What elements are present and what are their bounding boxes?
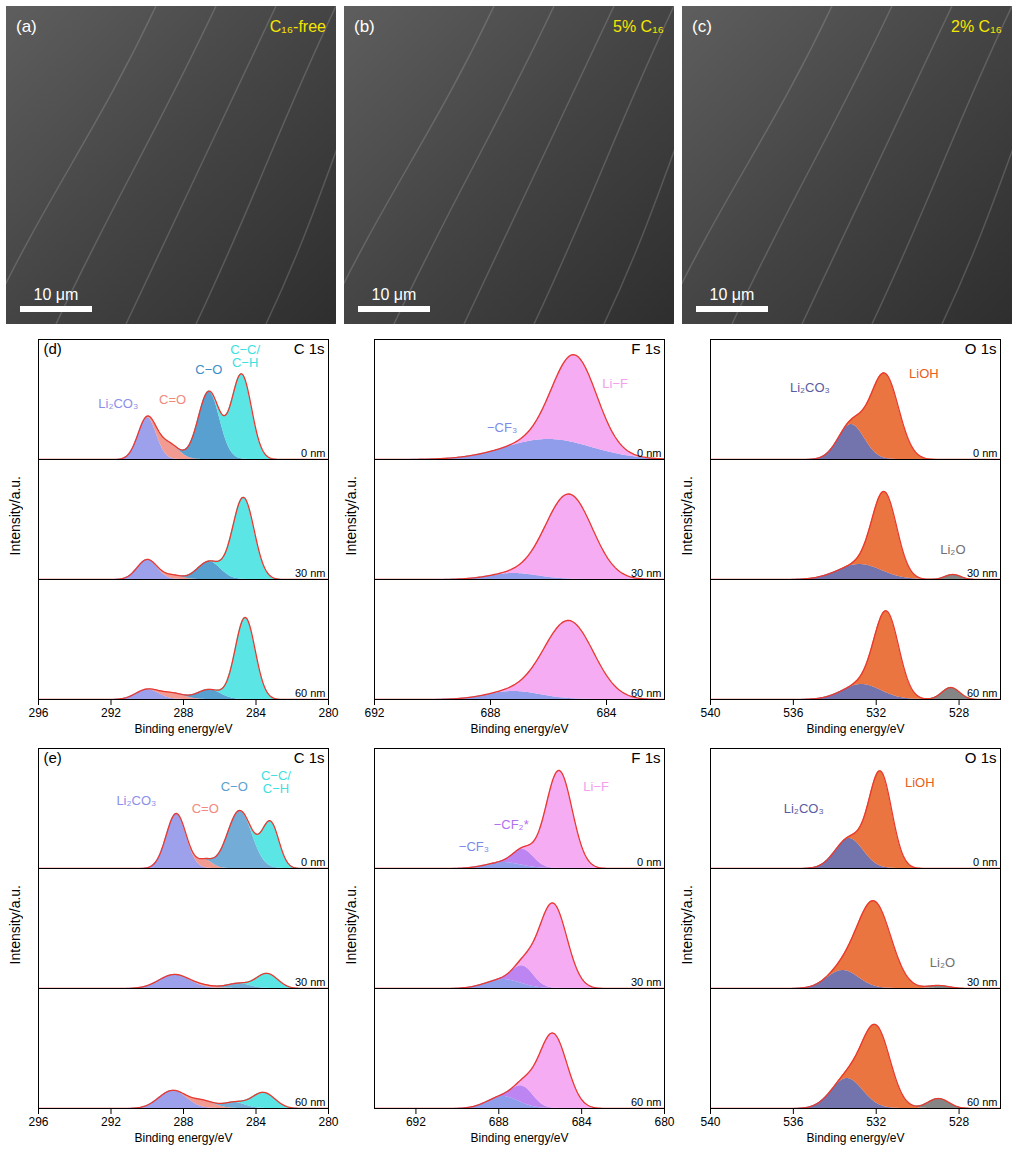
svg-text:C 1s: C 1s (294, 749, 325, 766)
svg-text:688: 688 (480, 706, 500, 720)
svg-text:528: 528 (949, 1115, 969, 1129)
svg-text:LiOH: LiOH (905, 775, 935, 790)
html-text:Intensity/a.u.: Intensity/a.u. (679, 884, 695, 965)
html-text:Intensity/a.u.: Intensity/a.u. (7, 475, 23, 556)
svg-text:30 nm: 30 nm (295, 567, 326, 579)
html-text:Intensity/a.u.: Intensity/a.u. (7, 884, 23, 965)
html-text:Intensity/a.u.: Intensity/a.u. (343, 884, 359, 965)
svg-text:692: 692 (364, 706, 384, 720)
svg-text:292: 292 (101, 1115, 121, 1129)
svg-text:536: 536 (783, 706, 803, 720)
svg-text:F 1s: F 1s (631, 340, 660, 357)
svg-text:692: 692 (406, 1115, 426, 1129)
svg-text:30 nm: 30 nm (631, 567, 662, 579)
svg-text:C 1s: C 1s (294, 340, 325, 357)
svg-text:−CF₃: −CF₃ (487, 420, 517, 435)
svg-text:540: 540 (700, 706, 720, 720)
svg-text:60 nm: 60 nm (295, 687, 326, 699)
svg-text:284: 284 (246, 1115, 266, 1129)
svg-text:10 μm: 10 μm (34, 286, 79, 303)
svg-text:0 nm: 0 nm (301, 447, 325, 459)
svg-text:292: 292 (101, 706, 121, 720)
svg-text:0 nm: 0 nm (637, 447, 661, 459)
svg-text:Li₂CO₃: Li₂CO₃ (784, 801, 824, 816)
svg-text:30 nm: 30 nm (295, 976, 326, 988)
svg-text:60 nm: 60 nm (631, 1096, 662, 1108)
svg-text:Binding energy/eV: Binding energy/eV (470, 722, 568, 736)
svg-text:LiOH: LiOH (909, 366, 939, 381)
svg-text:528: 528 (949, 706, 969, 720)
svg-text:540: 540 (700, 1115, 720, 1129)
svg-text:Li−F: Li−F (602, 376, 628, 391)
svg-text:30 nm: 30 nm (631, 976, 662, 988)
svg-text:30 nm: 30 nm (967, 976, 998, 988)
svg-text:Binding energy/eV: Binding energy/eV (470, 1131, 568, 1145)
svg-text:532: 532 (866, 706, 886, 720)
svg-text:536: 536 (783, 1115, 803, 1129)
svg-text:Li₂CO₃: Li₂CO₃ (116, 793, 156, 808)
svg-text:C=O: C=O (192, 801, 219, 816)
svg-text:688: 688 (489, 1115, 509, 1129)
svg-text:280: 280 (318, 706, 338, 720)
html-text:Intensity/a.u.: Intensity/a.u. (343, 475, 359, 556)
svg-text:10 μm: 10 μm (372, 286, 417, 303)
svg-text:60 nm: 60 nm (295, 1096, 326, 1108)
svg-text:60 nm: 60 nm (631, 687, 662, 699)
svg-text:10 μm: 10 μm (710, 286, 755, 303)
svg-text:532: 532 (866, 1115, 886, 1129)
svg-text:680: 680 (654, 1115, 674, 1129)
html-text:Intensity/a.u.: Intensity/a.u. (679, 475, 695, 556)
svg-text:(d): (d) (44, 340, 62, 357)
svg-text:684: 684 (572, 1115, 592, 1129)
svg-text:C−O: C−O (221, 779, 248, 794)
svg-text:30 nm: 30 nm (967, 567, 998, 579)
svg-text:Li₂CO₃: Li₂CO₃ (790, 380, 830, 395)
svg-text:Li₂O: Li₂O (930, 955, 955, 970)
svg-text:0 nm: 0 nm (973, 447, 997, 459)
svg-text:Li−F: Li−F (583, 779, 609, 794)
svg-text:O 1s: O 1s (965, 749, 997, 766)
svg-text:−CF₂*: −CF₂* (494, 817, 529, 832)
svg-text:(a): (a) (16, 17, 37, 36)
svg-text:O 1s: O 1s (965, 340, 997, 357)
svg-text:Binding energy/eV: Binding energy/eV (134, 722, 232, 736)
svg-text:(b): (b) (354, 17, 375, 36)
svg-text:C−O: C−O (195, 362, 222, 377)
svg-text:296: 296 (28, 706, 48, 720)
svg-text:Li₂CO₃: Li₂CO₃ (98, 396, 138, 411)
svg-text:F 1s: F 1s (631, 749, 660, 766)
svg-text:C−C/C−H: C−C/C−H (261, 768, 291, 796)
svg-text:5% C₁₆: 5% C₁₆ (613, 18, 664, 35)
svg-text:−CF₃: −CF₃ (459, 839, 489, 854)
svg-text:288: 288 (173, 706, 193, 720)
svg-text:284: 284 (246, 706, 266, 720)
svg-text:0 nm: 0 nm (637, 856, 661, 868)
svg-text:(e): (e) (44, 749, 62, 766)
svg-text:280: 280 (318, 1115, 338, 1129)
svg-text:Binding energy/eV: Binding energy/eV (134, 1131, 232, 1145)
svg-text:0 nm: 0 nm (301, 856, 325, 868)
svg-text:Binding energy/eV: Binding energy/eV (806, 722, 904, 736)
svg-text:60 nm: 60 nm (967, 687, 998, 699)
svg-text:C=O: C=O (159, 392, 186, 407)
svg-text:C−C/C−H: C−C/C−H (230, 342, 260, 370)
svg-text:C₁₆-free: C₁₆-free (270, 18, 326, 35)
svg-text:288: 288 (173, 1115, 193, 1129)
svg-text:60 nm: 60 nm (967, 1096, 998, 1108)
svg-text:296: 296 (28, 1115, 48, 1129)
svg-text:0 nm: 0 nm (973, 856, 997, 868)
svg-text:Li₂O: Li₂O (940, 542, 965, 557)
svg-text:Binding energy/eV: Binding energy/eV (806, 1131, 904, 1145)
svg-text:684: 684 (596, 706, 616, 720)
svg-text:(c): (c) (692, 17, 712, 36)
svg-text:2% C₁₆: 2% C₁₆ (951, 18, 1002, 35)
